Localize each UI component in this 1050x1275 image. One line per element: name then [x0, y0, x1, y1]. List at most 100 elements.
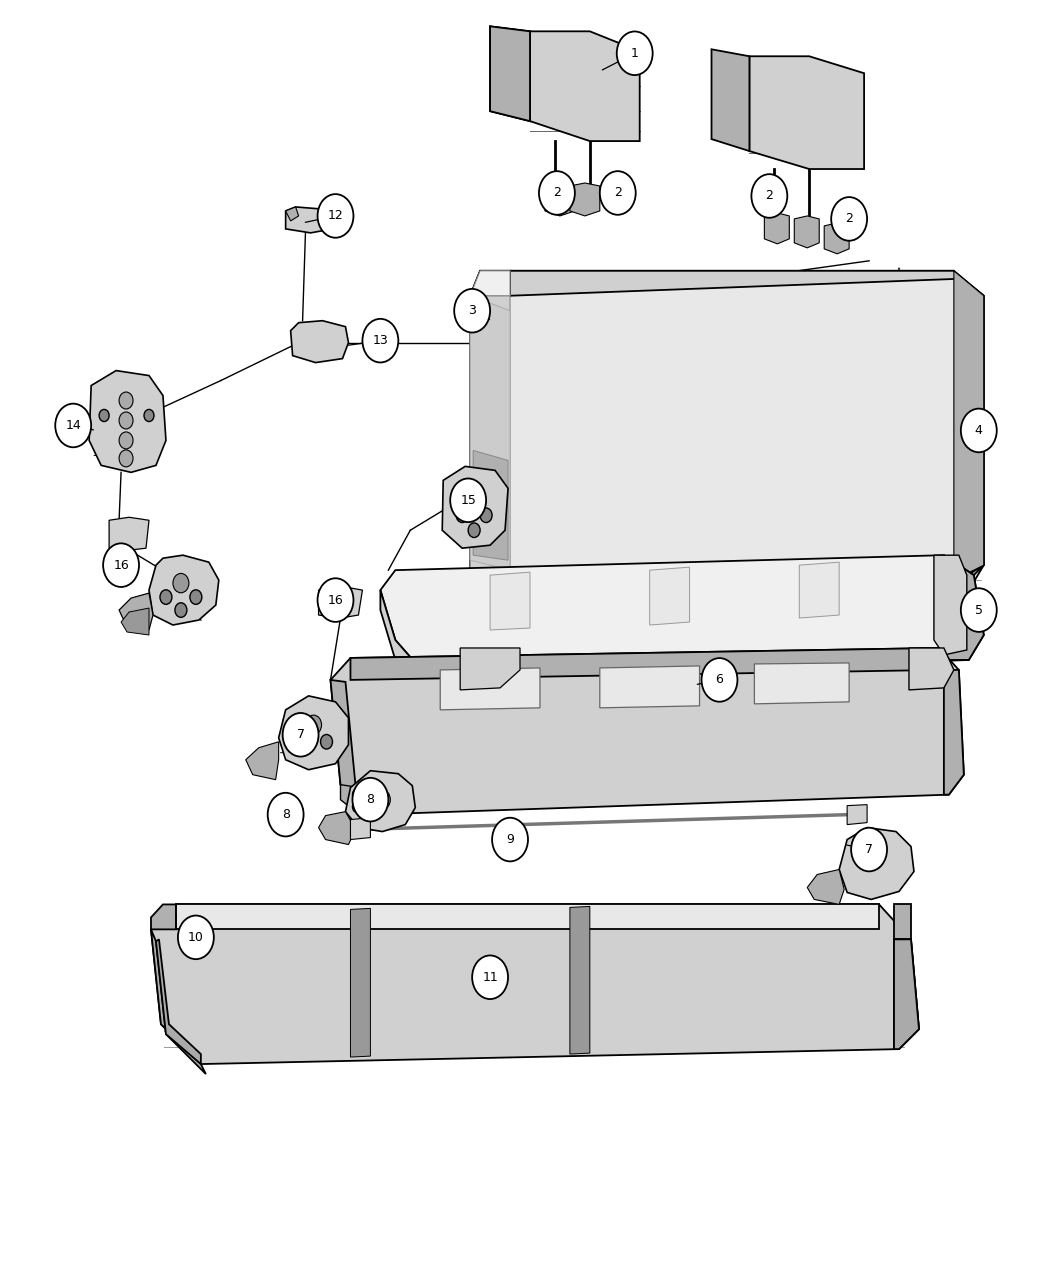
Polygon shape	[470, 270, 510, 296]
Circle shape	[56, 404, 91, 448]
Circle shape	[961, 588, 996, 632]
Text: 16: 16	[113, 558, 129, 571]
Polygon shape	[470, 296, 510, 570]
Polygon shape	[351, 648, 939, 680]
Polygon shape	[750, 56, 864, 170]
Polygon shape	[953, 270, 984, 580]
Text: 2: 2	[614, 186, 622, 199]
Polygon shape	[909, 648, 953, 690]
Circle shape	[353, 801, 362, 812]
Polygon shape	[650, 567, 690, 625]
Polygon shape	[470, 565, 984, 609]
Polygon shape	[246, 742, 278, 780]
Text: 9: 9	[506, 833, 514, 847]
Text: 12: 12	[328, 209, 343, 222]
Polygon shape	[847, 805, 867, 825]
Text: 10: 10	[188, 931, 204, 944]
Polygon shape	[570, 184, 600, 215]
Text: 15: 15	[460, 493, 476, 506]
Circle shape	[320, 734, 333, 748]
Polygon shape	[490, 572, 530, 630]
Polygon shape	[474, 450, 508, 560]
Polygon shape	[440, 668, 540, 710]
Polygon shape	[151, 904, 176, 929]
Text: 8: 8	[366, 793, 375, 806]
Circle shape	[480, 507, 492, 523]
Polygon shape	[89, 371, 166, 472]
Text: 1: 1	[631, 47, 638, 60]
Polygon shape	[151, 904, 919, 1065]
Polygon shape	[570, 907, 590, 1054]
Polygon shape	[151, 929, 206, 1074]
Polygon shape	[286, 207, 338, 233]
Polygon shape	[470, 270, 510, 296]
Text: 13: 13	[373, 334, 388, 347]
Circle shape	[268, 793, 303, 836]
Circle shape	[160, 590, 172, 604]
Polygon shape	[894, 904, 911, 940]
Polygon shape	[318, 586, 362, 618]
Polygon shape	[959, 275, 984, 580]
Circle shape	[119, 391, 133, 409]
Circle shape	[362, 319, 398, 362]
Polygon shape	[470, 270, 984, 609]
Polygon shape	[149, 555, 218, 625]
Circle shape	[852, 827, 887, 871]
Circle shape	[282, 713, 318, 756]
Polygon shape	[331, 680, 376, 815]
Text: 4: 4	[974, 425, 983, 437]
Polygon shape	[380, 555, 984, 680]
Polygon shape	[754, 663, 849, 704]
Circle shape	[867, 850, 883, 870]
Text: 6: 6	[715, 673, 723, 686]
Text: 3: 3	[468, 305, 476, 317]
Polygon shape	[545, 184, 574, 215]
Polygon shape	[600, 666, 699, 708]
Text: 7: 7	[296, 728, 304, 741]
Polygon shape	[944, 555, 984, 660]
Circle shape	[466, 487, 482, 507]
Circle shape	[353, 778, 388, 821]
Circle shape	[119, 432, 133, 449]
Circle shape	[293, 734, 304, 748]
Circle shape	[173, 574, 189, 593]
Polygon shape	[794, 215, 819, 247]
Circle shape	[456, 507, 468, 523]
Circle shape	[600, 171, 635, 214]
Polygon shape	[340, 784, 376, 815]
Polygon shape	[119, 593, 153, 630]
Text: 8: 8	[281, 808, 290, 821]
Circle shape	[306, 715, 321, 734]
Text: 11: 11	[482, 970, 498, 984]
Polygon shape	[839, 827, 914, 899]
Polygon shape	[291, 321, 349, 362]
Circle shape	[701, 658, 737, 701]
Circle shape	[353, 789, 362, 801]
Circle shape	[375, 790, 391, 810]
Polygon shape	[510, 270, 959, 296]
Polygon shape	[331, 648, 964, 815]
Polygon shape	[109, 518, 149, 551]
Circle shape	[468, 523, 480, 538]
Circle shape	[832, 198, 867, 241]
Polygon shape	[764, 213, 790, 244]
Polygon shape	[530, 32, 639, 142]
Polygon shape	[345, 770, 416, 831]
Circle shape	[317, 579, 354, 622]
Polygon shape	[442, 467, 508, 548]
Polygon shape	[933, 555, 967, 655]
Circle shape	[119, 412, 133, 428]
Polygon shape	[894, 940, 919, 1049]
Polygon shape	[380, 590, 430, 700]
Polygon shape	[824, 223, 849, 254]
Polygon shape	[176, 904, 879, 929]
Circle shape	[472, 955, 508, 1000]
Circle shape	[455, 289, 490, 333]
Polygon shape	[944, 669, 964, 794]
Polygon shape	[318, 812, 356, 844]
Text: 7: 7	[865, 843, 874, 856]
Polygon shape	[799, 562, 839, 618]
Circle shape	[177, 915, 214, 959]
Polygon shape	[807, 870, 844, 904]
Text: 2: 2	[553, 186, 561, 199]
